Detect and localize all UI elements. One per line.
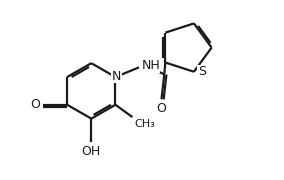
Text: NH: NH bbox=[141, 59, 160, 72]
Text: O: O bbox=[30, 98, 40, 111]
Text: S: S bbox=[198, 65, 206, 78]
Text: CH₃: CH₃ bbox=[134, 119, 155, 129]
Text: O: O bbox=[156, 102, 166, 115]
Text: N: N bbox=[112, 70, 121, 83]
Text: OH: OH bbox=[82, 145, 101, 158]
